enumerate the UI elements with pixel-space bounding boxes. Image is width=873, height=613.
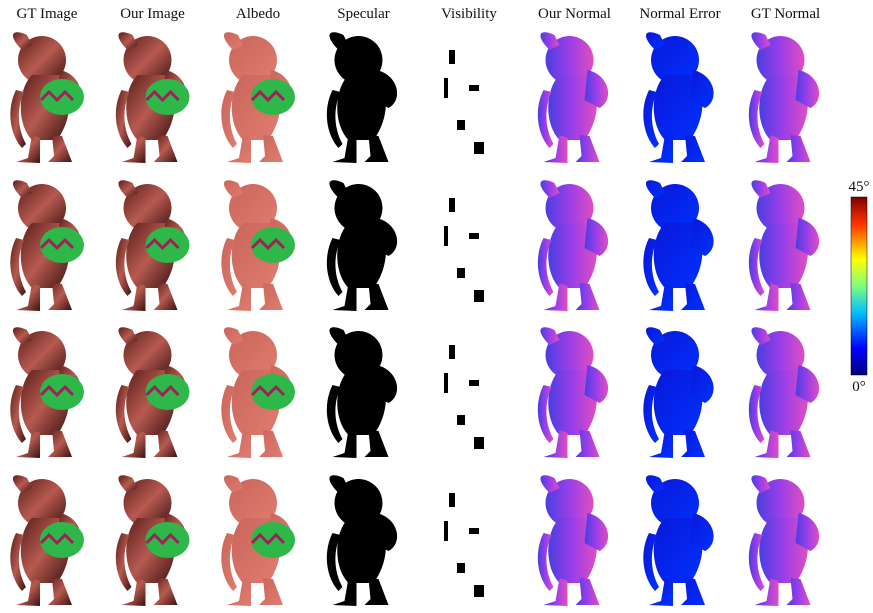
figure: GT Image Our Image Albedo Specular Visibilit… xyxy=(0,0,873,613)
result-image xyxy=(221,180,295,311)
object-render xyxy=(327,327,397,458)
result-image xyxy=(327,475,397,606)
result-image xyxy=(432,180,502,311)
shadow-patch xyxy=(474,437,484,449)
object-render xyxy=(327,180,397,311)
shadow-patch xyxy=(474,290,484,302)
result-image xyxy=(10,327,84,458)
result-image xyxy=(10,475,84,606)
shadow-patch xyxy=(444,226,448,246)
column-header: Our Image xyxy=(120,6,185,22)
result-image xyxy=(221,32,295,163)
result-image xyxy=(643,32,713,163)
object-render xyxy=(432,327,502,458)
shadow-patch xyxy=(474,585,484,597)
result-image xyxy=(221,475,295,606)
shadow-patch xyxy=(469,233,479,239)
result-image xyxy=(643,327,713,458)
result-image xyxy=(749,327,819,458)
shadow-patch xyxy=(457,415,465,425)
column-header: Normal Error xyxy=(639,6,720,22)
shadow-patch xyxy=(457,120,465,130)
shadow-patch xyxy=(457,268,465,278)
shadow-patch xyxy=(444,78,448,98)
result-image xyxy=(10,180,84,311)
shadow-patch xyxy=(444,373,448,393)
result-image xyxy=(538,327,608,458)
object-render xyxy=(538,32,608,163)
shadow-patch xyxy=(449,50,455,64)
result-image xyxy=(749,475,819,606)
object-render xyxy=(432,32,502,163)
column-header: GT Normal xyxy=(751,6,820,22)
result-image xyxy=(538,32,608,163)
colorbar-max-label: 45° xyxy=(849,179,870,195)
result-image xyxy=(432,327,502,458)
shadow-patch xyxy=(474,142,484,154)
object-render xyxy=(538,180,608,311)
column-header: Albedo xyxy=(236,6,280,22)
result-image xyxy=(538,180,608,311)
object-render xyxy=(327,32,397,163)
object-render xyxy=(643,32,713,163)
object-render xyxy=(643,475,713,606)
column-header: Specular xyxy=(337,6,389,22)
object-render xyxy=(327,475,397,606)
result-image xyxy=(749,32,819,163)
result-image xyxy=(643,180,713,311)
result-image xyxy=(116,180,190,311)
object-render xyxy=(432,475,502,606)
column-header: Our Normal xyxy=(538,6,611,22)
result-image xyxy=(116,475,190,606)
result-image xyxy=(432,475,502,606)
colorbar xyxy=(851,197,867,375)
object-render xyxy=(749,327,819,458)
shadow-patch xyxy=(469,85,479,91)
result-image xyxy=(221,327,295,458)
object-render xyxy=(538,327,608,458)
object-render xyxy=(749,475,819,606)
colorbar-min-label: 0° xyxy=(852,379,866,395)
result-image xyxy=(10,32,84,163)
image-grid: GT Image Our Image Albedo Specular Visibilit… xyxy=(10,6,820,606)
object-render xyxy=(538,475,608,606)
object-render xyxy=(749,32,819,163)
object-render xyxy=(432,180,502,311)
result-image xyxy=(327,327,397,458)
column-header: Visibility xyxy=(441,6,497,22)
result-image xyxy=(749,180,819,311)
column-header: GT Image xyxy=(17,6,78,22)
result-image xyxy=(432,32,502,163)
shadow-patch xyxy=(449,493,455,507)
object-render xyxy=(643,180,713,311)
shadow-patch xyxy=(444,521,448,541)
result-image xyxy=(116,327,190,458)
result-image xyxy=(116,32,190,163)
result-image xyxy=(327,32,397,163)
shadow-patch xyxy=(469,380,479,386)
result-image xyxy=(538,475,608,606)
shadow-patch xyxy=(449,198,455,212)
result-image xyxy=(327,180,397,311)
object-render xyxy=(643,327,713,458)
shadow-patch xyxy=(457,563,465,573)
shadow-patch xyxy=(469,528,479,534)
result-image xyxy=(643,475,713,606)
shadow-patch xyxy=(449,345,455,359)
object-render xyxy=(749,180,819,311)
